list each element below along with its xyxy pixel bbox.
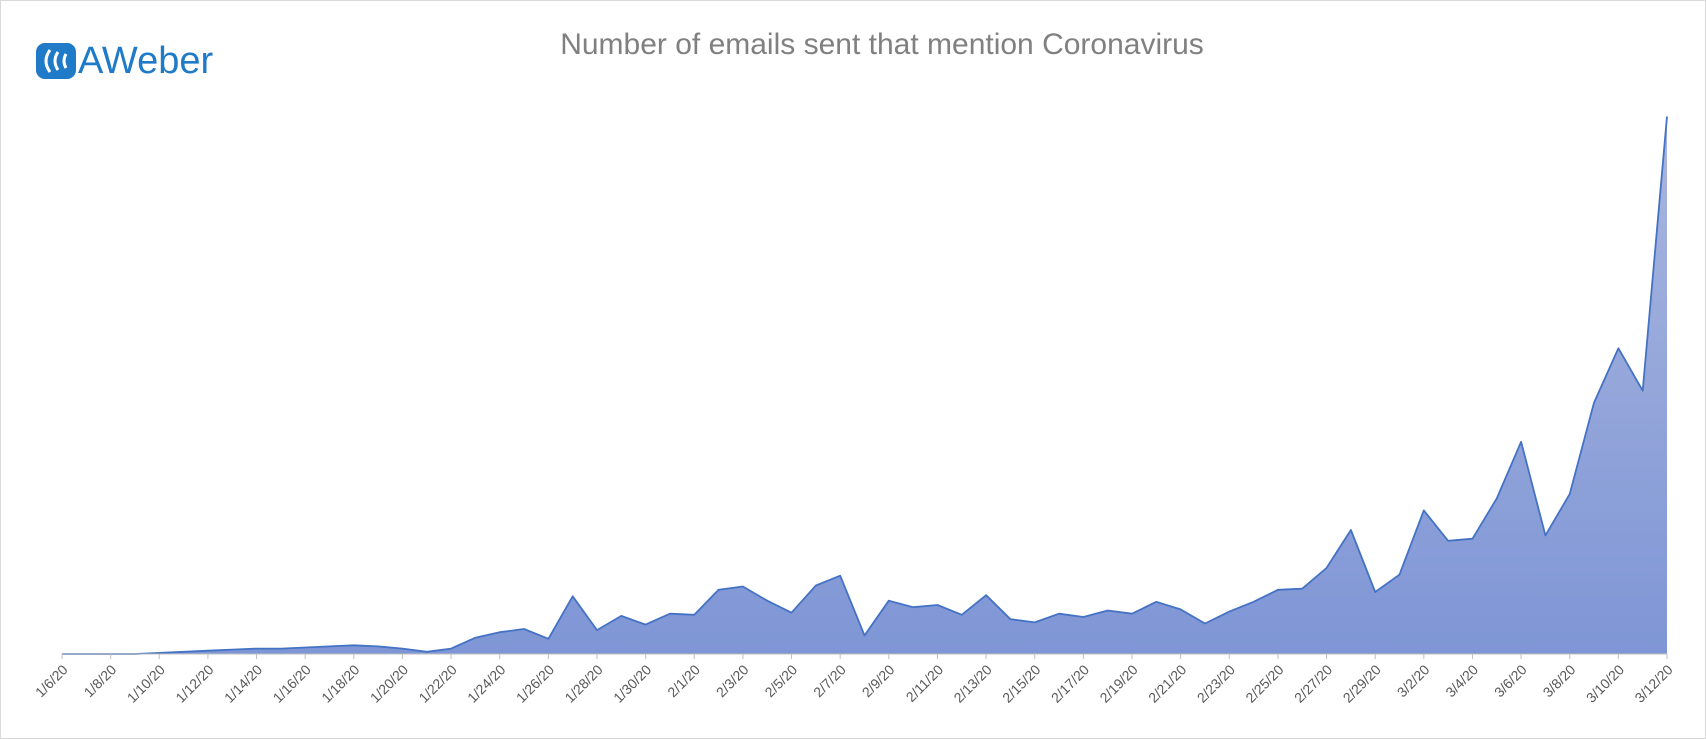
logo-text: AWeber — [78, 40, 214, 82]
logo: AWeber — [36, 40, 214, 82]
area — [62, 116, 1667, 654]
logo-icon-waves — [44, 49, 68, 73]
area-line — [62, 116, 1668, 655]
chart-title: Number of emails sent that mention Coron… — [560, 28, 1204, 61]
